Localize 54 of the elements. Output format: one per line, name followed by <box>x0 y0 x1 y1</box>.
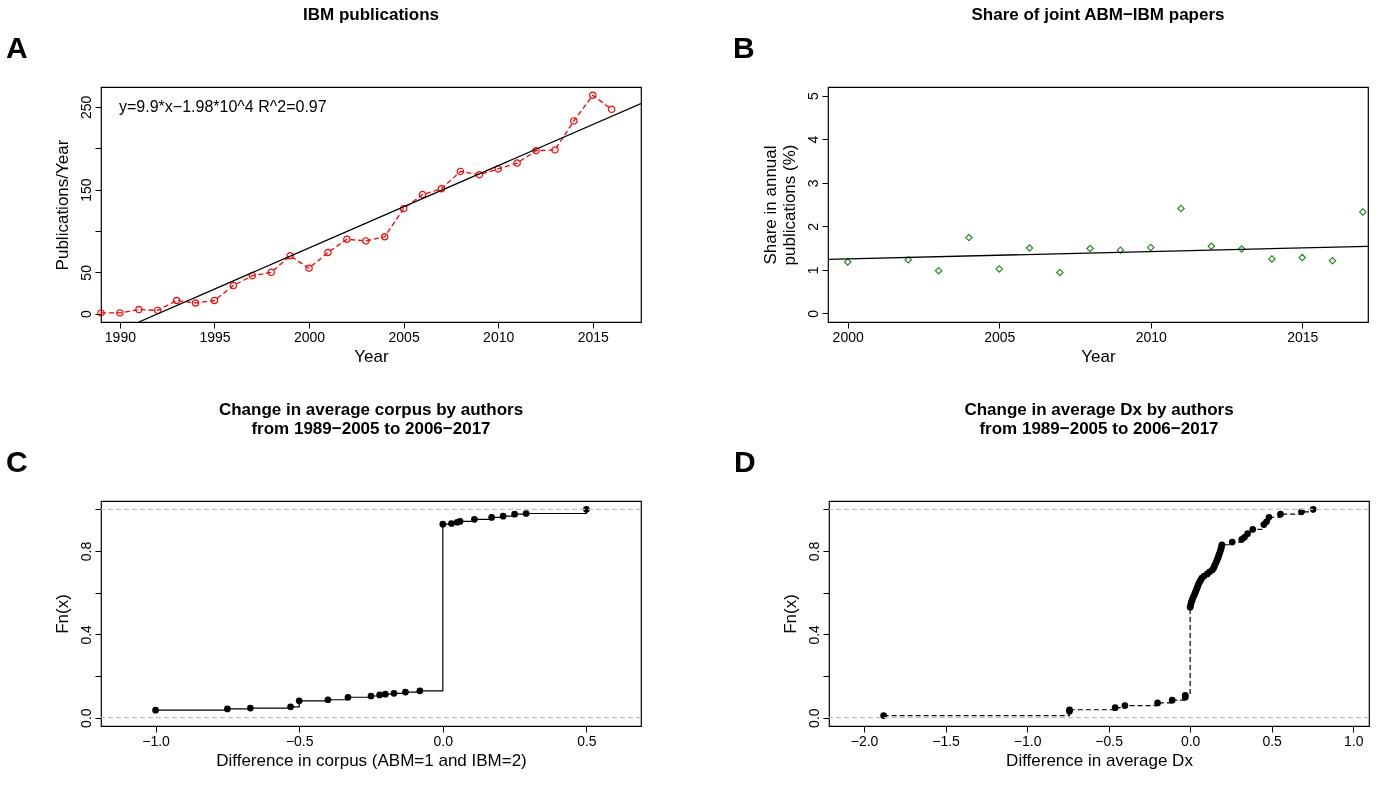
y-tick-label: 0 <box>804 309 821 318</box>
y-axis-title: Share in annual publications (%) <box>760 144 799 266</box>
x-tick-label: 2000 <box>293 328 326 345</box>
y-tick-label: 1 <box>804 266 821 275</box>
text: D <box>734 445 756 478</box>
y-tick-label: 150 <box>77 178 94 202</box>
x-tick-label: 2005 <box>388 328 420 345</box>
annotation: y=9.9*x−1.98*10^4 R^2=0.97 <box>119 98 327 115</box>
x-tick-label: 1.0 <box>1343 732 1364 749</box>
x-tick-label: 2000 <box>832 328 864 345</box>
x-axis-title: Difference in average Dx <box>1006 750 1194 770</box>
x-tick-label: −0.5 <box>1095 732 1124 749</box>
y-tick-label: 50 <box>77 264 94 281</box>
y-tick-label: 3 <box>804 179 821 188</box>
chart-title: Change in average corpus by authors from 1989−2005 to 2006−2017 <box>218 400 524 438</box>
y-tick-label: 4 <box>804 135 821 144</box>
x-tick-label: 0.5 <box>577 732 597 749</box>
x-tick-label: 2015 <box>1287 328 1319 345</box>
x-axis-title: Year <box>354 346 390 366</box>
y-tick-label: 0.0 <box>805 708 822 728</box>
y-tick-label: 5 <box>804 92 821 101</box>
y-axis-title: Publications/Year <box>52 139 72 271</box>
x-tick-label: 2010 <box>1135 328 1168 345</box>
y-tick-label: 0.8 <box>77 541 94 562</box>
x-tick-label: 0.0 <box>1180 732 1201 749</box>
y-tick-label: 0.8 <box>805 541 822 562</box>
text: A <box>6 31 28 64</box>
x-tick-label: 1995 <box>199 328 231 345</box>
x-tick-label: 2005 <box>984 328 1016 345</box>
y-tick-label: 250 <box>77 95 94 120</box>
y-tick-label: 2 <box>804 222 821 231</box>
text: B <box>733 31 755 64</box>
text: C <box>6 445 28 478</box>
x-tick-label: 0.5 <box>1262 732 1283 749</box>
y-axis-title: Fn(x) <box>780 594 800 634</box>
chart-title: Change in average Dx by authors from 1989−2005 to 2006−2017 <box>964 400 1234 438</box>
chart-title: IBM publications <box>303 5 439 24</box>
x-tick-label: −1.5 <box>932 732 961 749</box>
x-tick-label: −1.0 <box>142 732 171 749</box>
y-tick-label: 0.0 <box>77 708 94 728</box>
y-tick-label: 0.4 <box>805 624 822 645</box>
chart-title: Share of joint ABM−IBM papers <box>971 5 1225 24</box>
x-tick-label: 0.0 <box>433 732 454 749</box>
x-axis-title: Year <box>1081 346 1117 366</box>
y-tick-label: 0 <box>77 310 94 319</box>
x-tick-label: −2.0 <box>850 732 879 749</box>
y-axis-title: Fn(x) <box>52 594 72 634</box>
x-tick-label: 2015 <box>577 328 610 345</box>
x-tick-label: −0.5 <box>285 732 314 749</box>
x-tick-label: 2010 <box>483 328 515 345</box>
x-tick-label: 1990 <box>104 328 137 345</box>
y-tick-label: 0.4 <box>77 624 94 645</box>
x-axis-title: Difference in corpus (ABM=1 and IBM=2) <box>216 750 527 770</box>
x-tick-label: −1.0 <box>1013 732 1042 749</box>
